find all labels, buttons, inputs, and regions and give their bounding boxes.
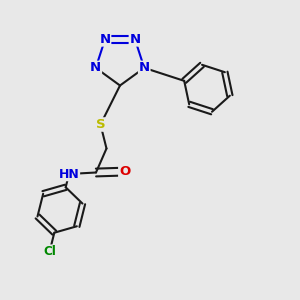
Text: N: N xyxy=(90,61,101,74)
Text: O: O xyxy=(119,165,130,178)
Text: S: S xyxy=(96,118,105,131)
Text: N: N xyxy=(129,33,141,46)
Text: N: N xyxy=(139,61,150,74)
Text: HN: HN xyxy=(58,167,80,181)
Text: Cl: Cl xyxy=(43,245,56,258)
Text: N: N xyxy=(99,33,111,46)
